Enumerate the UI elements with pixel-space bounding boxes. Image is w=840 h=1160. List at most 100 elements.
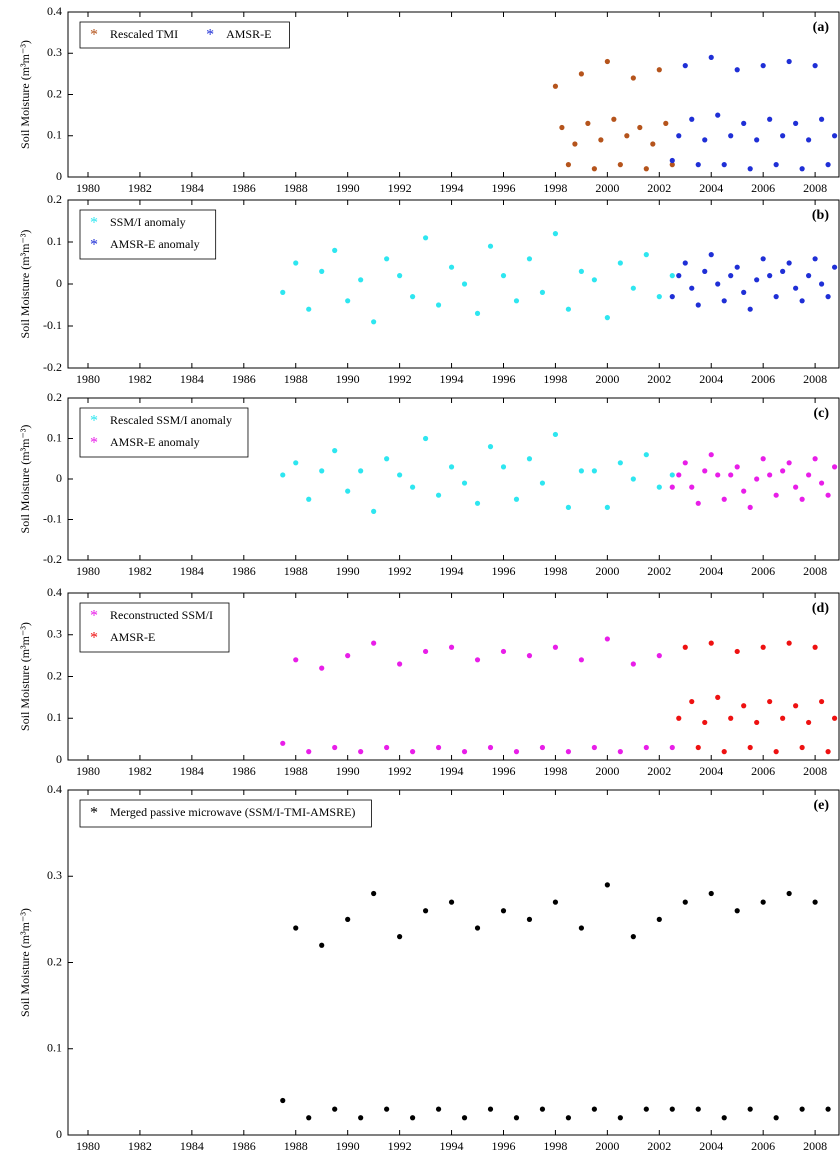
data-point [780, 468, 786, 474]
data-point [728, 273, 734, 279]
y-axis-label: Soil Moisture (m³m⁻³) [18, 230, 32, 339]
data-point [591, 1106, 597, 1112]
data-point [572, 141, 578, 147]
x-tick-label: 1986 [232, 372, 256, 386]
legend-marker: * [90, 630, 98, 647]
x-tick-label: 1996 [491, 764, 515, 778]
data-point [676, 715, 682, 721]
x-tick-label: 2004 [699, 564, 723, 578]
data-point [812, 256, 818, 262]
data-point [825, 294, 831, 300]
y-tick-label: -0.1 [43, 318, 62, 332]
y-tick-label: -0.2 [43, 360, 62, 374]
data-point [702, 468, 708, 474]
data-point [663, 120, 669, 126]
data-point [780, 268, 786, 274]
x-tick-label: 1984 [180, 764, 204, 778]
x-tick-label: 1998 [543, 564, 567, 578]
data-point [741, 289, 747, 295]
data-point [397, 934, 403, 940]
y-tick-label: 0 [56, 471, 62, 485]
legend-box [79, 602, 230, 653]
data-point [474, 500, 481, 506]
data-point [812, 644, 818, 650]
data-point [358, 749, 364, 755]
data-point [293, 260, 299, 266]
x-tick-label: 1982 [128, 372, 152, 386]
x-tick-label: 2008 [803, 1139, 827, 1153]
data-point [565, 749, 572, 755]
data-point [293, 657, 299, 663]
data-point [695, 500, 701, 506]
data-point [747, 744, 753, 751]
data-point [773, 492, 779, 498]
x-tick-label: 1984 [180, 181, 204, 195]
data-point [448, 464, 455, 470]
x-tick-label: 2000 [595, 564, 619, 578]
x-tick-label: 1990 [336, 372, 360, 386]
x-tick-label: 2000 [595, 1139, 619, 1153]
y-tick-label: 0.1 [47, 1041, 62, 1055]
data-point [306, 496, 312, 502]
data-point [825, 162, 831, 168]
data-point [721, 1115, 727, 1121]
x-tick-label: 2006 [751, 181, 775, 195]
data-point [526, 653, 533, 659]
y-tick-label: -0.1 [43, 511, 62, 525]
legend-marker: * [90, 413, 98, 430]
data-point [754, 476, 760, 482]
y-tick-label: 0.2 [47, 954, 62, 968]
data-point [306, 749, 312, 755]
data-point [461, 480, 468, 486]
x-tick-label: 2008 [803, 764, 827, 778]
data-point [669, 472, 675, 478]
data-point [448, 644, 455, 650]
y-axis-label: Soil Moisture (m³m⁻³) [18, 622, 32, 731]
data-point [656, 653, 662, 659]
x-tick-label: 1998 [543, 372, 567, 386]
data-point [734, 648, 740, 655]
data-point [760, 644, 766, 650]
data-point [565, 162, 572, 168]
y-tick-label: 0 [56, 752, 62, 766]
x-tick-label: 2002 [647, 372, 671, 386]
panel-label: (c) [813, 406, 829, 421]
data-point [831, 264, 838, 270]
data-point [747, 504, 753, 510]
x-tick-label: 1990 [336, 181, 360, 195]
data-point [806, 719, 812, 726]
y-tick-label: 0.1 [47, 128, 62, 142]
data-point [630, 285, 636, 291]
data-point [760, 63, 766, 69]
data-point [435, 302, 442, 308]
data-point [793, 120, 799, 126]
data-point [397, 273, 403, 279]
data-point [280, 1097, 286, 1104]
data-point [708, 252, 714, 258]
data-point [708, 54, 714, 60]
legend-label: Rescaled SSM/I anomaly [110, 413, 232, 427]
plot-frame [67, 789, 840, 1136]
x-tick-label: 1990 [336, 764, 360, 778]
legend-marker: * [206, 27, 214, 44]
data-point [293, 925, 299, 931]
x-tick-label: 2008 [803, 564, 827, 578]
data-point [689, 484, 695, 490]
data-point [578, 657, 584, 663]
data-point [682, 644, 688, 650]
data-point [604, 882, 610, 888]
data-point [734, 908, 740, 914]
data-point [669, 1106, 675, 1112]
x-tick-label: 1994 [440, 764, 464, 778]
data-point [526, 256, 533, 262]
data-point [591, 468, 597, 474]
data-point [500, 464, 507, 470]
data-point [552, 231, 559, 237]
data-point [754, 719, 760, 726]
data-point [474, 925, 481, 931]
data-point [526, 456, 533, 462]
x-tick-label: 1992 [388, 564, 412, 578]
data-point [435, 492, 442, 498]
data-point [656, 916, 662, 922]
